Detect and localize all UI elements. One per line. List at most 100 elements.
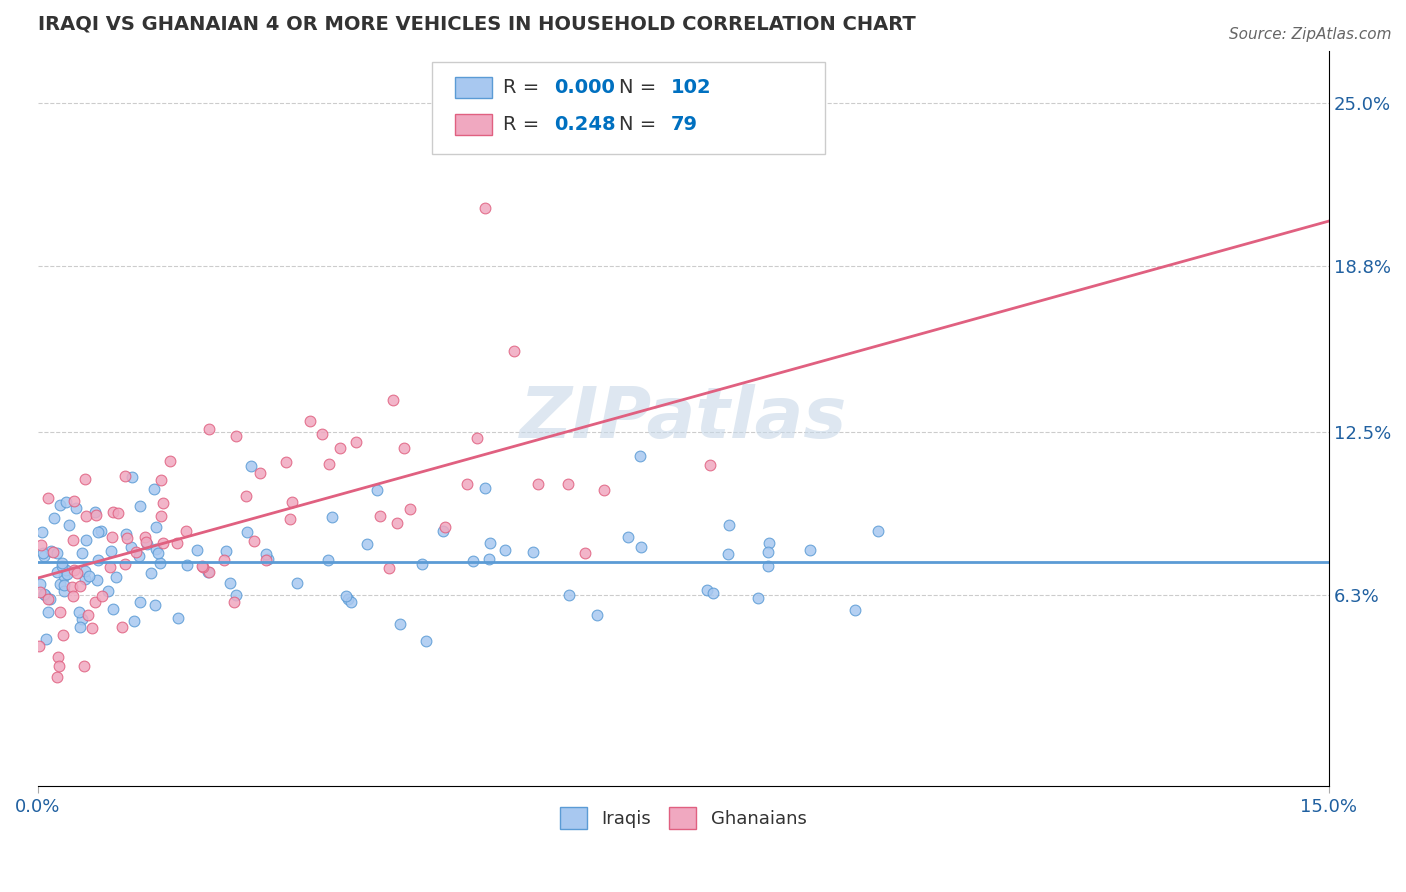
Point xyxy=(145,520,167,534)
Point xyxy=(87,525,110,540)
Point xyxy=(37,591,59,606)
Point xyxy=(799,542,821,557)
Point xyxy=(77,569,100,583)
Point xyxy=(717,518,740,533)
Point xyxy=(32,549,55,564)
Point xyxy=(474,482,496,496)
Point xyxy=(557,477,579,491)
Point xyxy=(461,554,484,568)
Point xyxy=(281,495,304,509)
Point xyxy=(243,533,266,548)
Point xyxy=(30,585,52,599)
Point xyxy=(111,620,134,634)
Point xyxy=(72,612,94,626)
Point xyxy=(46,566,69,580)
Point xyxy=(62,589,84,603)
Point xyxy=(37,605,59,619)
Point xyxy=(318,553,340,567)
Point xyxy=(75,533,97,547)
Point xyxy=(411,558,433,572)
Point xyxy=(747,591,769,606)
Point xyxy=(176,558,198,572)
Point xyxy=(167,611,190,625)
Text: 0.248: 0.248 xyxy=(554,115,616,134)
Text: 0.000: 0.000 xyxy=(554,78,614,97)
Point xyxy=(120,540,142,554)
Point xyxy=(287,576,309,591)
Text: R =: R = xyxy=(502,115,546,134)
Point xyxy=(77,607,100,622)
Point xyxy=(142,482,165,496)
FancyBboxPatch shape xyxy=(454,77,492,98)
Point xyxy=(107,506,129,520)
Point xyxy=(433,519,456,533)
Point xyxy=(478,552,501,566)
Point xyxy=(225,428,247,442)
Point xyxy=(65,500,87,515)
Point xyxy=(344,434,367,449)
Point xyxy=(225,588,247,602)
Point xyxy=(84,595,107,609)
Point xyxy=(176,524,198,538)
Point xyxy=(51,559,73,574)
Text: ZIPatlas: ZIPatlas xyxy=(520,384,846,453)
Point xyxy=(52,569,75,583)
Point xyxy=(215,544,238,558)
Point xyxy=(240,459,263,474)
Point xyxy=(593,483,616,498)
Point xyxy=(456,477,478,491)
Point xyxy=(28,639,51,653)
Point xyxy=(48,658,70,673)
Point xyxy=(49,605,72,619)
Point xyxy=(526,476,548,491)
FancyBboxPatch shape xyxy=(454,114,492,135)
Point xyxy=(75,472,97,486)
Point xyxy=(494,542,516,557)
Point xyxy=(756,544,779,558)
Point xyxy=(866,524,889,538)
Point xyxy=(52,583,75,598)
Point xyxy=(52,628,75,642)
Point xyxy=(318,458,340,472)
Point xyxy=(696,582,718,597)
FancyBboxPatch shape xyxy=(432,62,825,153)
Point xyxy=(321,510,343,524)
Point xyxy=(311,427,333,442)
Point xyxy=(145,542,167,557)
Point xyxy=(101,602,124,616)
Text: IRAQI VS GHANAIAN 4 OR MORE VEHICLES IN HOUSEHOLD CORRELATION CHART: IRAQI VS GHANAIAN 4 OR MORE VEHICLES IN … xyxy=(38,15,915,34)
Point xyxy=(149,556,172,570)
Point xyxy=(55,562,77,576)
Point xyxy=(37,491,59,505)
Point xyxy=(236,525,259,540)
Point xyxy=(135,535,157,549)
Point xyxy=(254,547,277,561)
Point xyxy=(224,595,246,609)
Point xyxy=(38,592,60,607)
Point xyxy=(465,431,488,445)
Point xyxy=(121,470,143,484)
Point xyxy=(83,505,105,519)
Point xyxy=(66,566,89,581)
Point xyxy=(399,502,422,516)
Text: N =: N = xyxy=(619,115,662,134)
Point xyxy=(335,589,357,603)
Point xyxy=(67,605,90,619)
Point xyxy=(274,455,297,469)
Point xyxy=(699,458,721,472)
Point xyxy=(114,558,136,572)
Point xyxy=(60,580,83,594)
Point xyxy=(191,559,214,574)
Point xyxy=(139,566,162,580)
Point xyxy=(844,603,866,617)
Point xyxy=(32,546,55,560)
Point xyxy=(69,579,91,593)
Point xyxy=(432,524,454,538)
Point xyxy=(415,634,437,648)
Point xyxy=(39,544,62,558)
Point xyxy=(30,538,52,552)
Point xyxy=(392,442,415,456)
Point xyxy=(329,442,352,456)
Point xyxy=(46,649,69,664)
Point xyxy=(191,558,214,573)
